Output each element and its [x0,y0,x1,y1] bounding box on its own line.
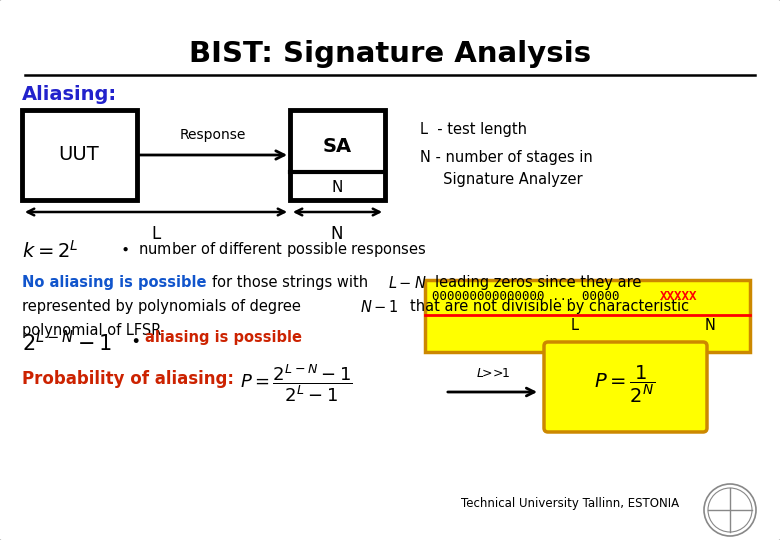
Bar [290,110,385,200]
Text: L: L [571,318,579,333]
Text: Probability of aliasing:: Probability of aliasing: [22,370,234,388]
Text: aliasing is possible: aliasing is possible [145,330,302,345]
Text: 000000000000000 ... 00000: 000000000000000 ... 00000 [432,290,627,303]
Text: $\bullet$: $\bullet$ [130,330,140,348]
Text: N: N [331,225,343,243]
Text: represented by polynomials of degree: represented by polynomials of degree [22,299,301,314]
Text: for those strings with: for those strings with [212,275,368,290]
Text: SA: SA [322,138,352,157]
Text: $k = 2^L$: $k = 2^L$ [22,240,79,262]
Text: L  - test length: L - test length [420,122,527,137]
Text: L: L [151,225,161,243]
Text: leading zeros since they are: leading zeros since they are [435,275,641,290]
FancyBboxPatch shape [544,342,707,432]
Bar [22,110,137,200]
Text: Signature Analyzer: Signature Analyzer [420,172,583,187]
Text: BIST: Signature Analysis: BIST: Signature Analysis [189,40,591,68]
Bar [425,280,750,352]
Text: Response: Response [180,128,246,142]
Text: $2^{L-N}-1$: $2^{L-N}-1$ [22,330,112,355]
Text: N - number of stages in: N - number of stages in [420,150,593,165]
Text: UUT: UUT [58,145,99,164]
Text: that are not divisible by characteristic: that are not divisible by characteristic [410,299,689,314]
Text: N: N [332,179,342,194]
Text: N: N [704,318,715,333]
Text: polynomial of LFSR: polynomial of LFSR [22,323,161,338]
Text: $P = \dfrac{1}{2^N}$: $P = \dfrac{1}{2^N}$ [594,363,655,404]
Text: $P = \dfrac{2^{L-N}-1}{2^{L}-1}$: $P = \dfrac{2^{L-N}-1}{2^{L}-1}$ [240,362,353,404]
Text: $N - 1$: $N - 1$ [360,299,399,315]
Text: $L\!\!>\!\!>\!\!1$: $L\!\!>\!\!>\!\!1$ [476,367,510,380]
Text: No aliasing is possible: No aliasing is possible [22,275,207,290]
Text: Aliasing:: Aliasing: [22,85,117,104]
Text: $\bullet$  number of different possible responses: $\bullet$ number of different possible r… [120,240,427,259]
Text: XXXXX: XXXXX [660,290,697,303]
Text: $L - N$: $L - N$ [388,275,427,291]
Text: Technical University Tallinn, ESTONIA: Technical University Tallinn, ESTONIA [461,497,679,510]
